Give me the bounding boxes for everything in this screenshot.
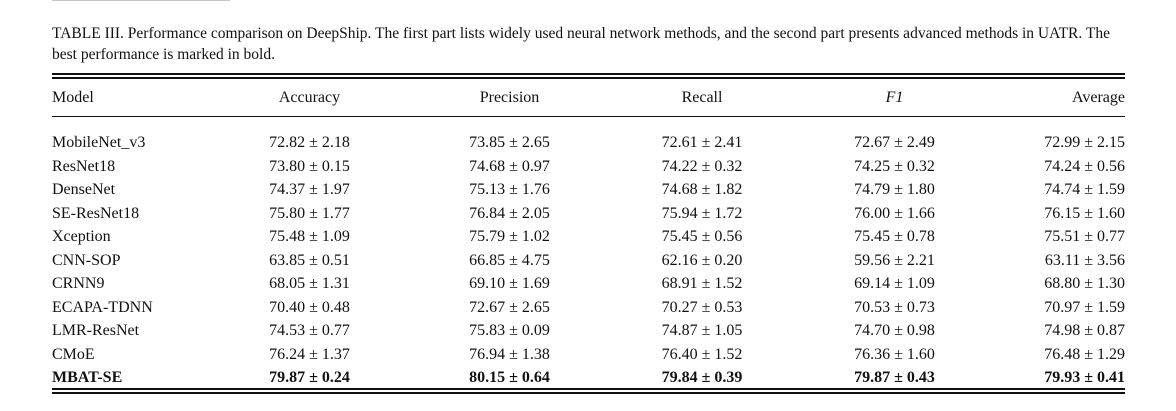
header-accuracy: Accuracy	[278, 89, 341, 106]
cell-average: 74.74 ± 1.59	[1044, 181, 1125, 198]
top-rule	[52, 73, 1125, 75]
cell-model: CMoE	[52, 345, 95, 363]
bottom-rule-inner	[52, 392, 1125, 394]
cell-model: MBAT-SE	[52, 369, 123, 386]
cell-f1: 74.79 ± 1.80	[854, 181, 935, 198]
cell-precision: 73.85 ± 2.65	[469, 134, 550, 151]
cell-average: 70.97 ± 1.59	[1044, 298, 1125, 316]
cell-f1: 74.25 ± 0.32	[854, 157, 935, 175]
table-row: SE-ResNet18 75.80 ± 1.77 76.84 ± 2.05 75…	[52, 202, 1125, 226]
header-model: Model	[52, 89, 94, 106]
cell-average: 74.24 ± 0.56	[1044, 157, 1125, 175]
cell-precision: 75.79 ± 1.02	[469, 228, 550, 245]
table-row: Xception 75.48 ± 1.09 75.79 ± 1.02 75.45…	[52, 225, 1125, 249]
cell-model: ResNet18	[52, 157, 116, 175]
table-row: CNN-SOP 63.85 ± 0.51 66.85 ± 4.75 62.16 …	[52, 249, 1125, 273]
cell-precision: 80.15 ± 0.64	[469, 369, 550, 386]
table-row: MobileNet_v3 72.82 ± 2.18 73.85 ± 2.65 7…	[52, 131, 1125, 155]
cell-precision: 69.10 ± 1.69	[469, 275, 550, 292]
cell-precision: 76.94 ± 1.38	[469, 345, 550, 363]
cell-model: SE-ResNet18	[52, 204, 140, 222]
cell-average: 76.48 ± 1.29	[1044, 345, 1125, 363]
cell-f1: 76.36 ± 1.60	[854, 345, 935, 363]
table-row: CRNN9 68.05 ± 1.31 69.10 ± 1.69 68.91 ± …	[52, 272, 1125, 296]
header-recall: Recall	[681, 89, 723, 106]
cell-accuracy: 63.85 ± 0.51	[269, 251, 350, 269]
cell-accuracy: 76.24 ± 1.37	[269, 345, 350, 363]
cell-model: DenseNet	[52, 181, 116, 198]
cell-f1: 70.53 ± 0.73	[854, 298, 935, 316]
cell-average: 79.93 ± 0.41	[1044, 369, 1125, 386]
cell-accuracy: 70.40 ± 0.48	[269, 298, 350, 316]
cell-accuracy: 74.37 ± 1.97	[269, 181, 350, 198]
cell-average: 72.99 ± 2.15	[1044, 134, 1125, 151]
header-f1: F1	[885, 89, 904, 106]
cell-model: Xception	[52, 228, 111, 245]
cell-recall: 75.45 ± 0.56	[661, 228, 743, 245]
table-row: ResNet18 73.80 ± 0.15 74.68 ± 0.97 74.22…	[52, 155, 1125, 179]
cell-recall: 72.61 ± 2.41	[661, 134, 743, 151]
cell-f1: 69.14 ± 1.09	[854, 275, 935, 292]
cell-model: LMR-ResNet	[52, 322, 140, 339]
cell-accuracy: 72.82 ± 2.18	[269, 134, 350, 151]
cell-accuracy: 74.53 ± 0.77	[269, 322, 350, 339]
header-row: Model Accuracy Precision Recall F1 Avera…	[52, 85, 1125, 111]
cell-f1: 59.56 ± 2.21	[854, 251, 935, 269]
cell-f1: 75.45 ± 0.78	[854, 228, 935, 245]
cell-recall: 70.27 ± 0.53	[661, 298, 743, 316]
top-divider	[52, 0, 230, 1]
cell-accuracy: 75.48 ± 1.09	[269, 228, 350, 245]
header-precision: Precision	[479, 89, 540, 106]
cell-precision: 66.85 ± 4.75	[469, 251, 550, 269]
cell-f1: 72.67 ± 2.49	[854, 134, 935, 151]
table-row: ECAPA-TDNN 70.40 ± 0.48 72.67 ± 2.65 70.…	[52, 296, 1125, 320]
cell-recall: 74.22 ± 0.32	[661, 157, 743, 175]
cell-model: MobileNet_v3	[52, 134, 146, 151]
table-caption: TABLE III. Performance comparison on Dee…	[52, 25, 1110, 63]
cell-model: CRNN9	[52, 275, 105, 292]
cell-model: ECAPA-TDNN	[52, 298, 153, 316]
cell-recall: 74.68 ± 1.82	[661, 181, 743, 198]
cell-recall: 68.91 ± 1.52	[661, 275, 743, 292]
header-average: Average	[1072, 89, 1125, 106]
cell-accuracy: 73.80 ± 0.15	[269, 157, 350, 175]
cell-f1: 74.70 ± 0.98	[854, 322, 935, 339]
cell-accuracy: 79.87 ± 0.24	[269, 369, 350, 386]
cell-precision: 76.84 ± 2.05	[469, 204, 550, 222]
table-row: DenseNet 74.37 ± 1.97 75.13 ± 1.76 74.68…	[52, 178, 1125, 202]
table-row: LMR-ResNet 74.53 ± 0.77 75.83 ± 0.09 74.…	[52, 319, 1125, 343]
cell-model: CNN-SOP	[52, 251, 121, 269]
cell-f1: 79.87 ± 0.43	[854, 369, 935, 386]
cell-accuracy: 75.80 ± 1.77	[269, 204, 350, 222]
header-rule	[52, 116, 1125, 117]
cell-average: 68.80 ± 1.30	[1044, 275, 1125, 292]
top-rule-inner	[52, 77, 1125, 79]
cell-precision: 75.83 ± 0.09	[469, 322, 550, 339]
cell-average: 74.98 ± 0.87	[1044, 322, 1125, 339]
table-row-best: MBAT-SE 79.87 ± 0.24 80.15 ± 0.64 79.84 …	[52, 366, 1125, 390]
cell-average: 76.15 ± 1.60	[1044, 204, 1125, 222]
cell-f1: 76.00 ± 1.66	[854, 204, 935, 222]
cell-average: 63.11 ± 3.56	[1044, 251, 1125, 269]
cell-recall: 76.40 ± 1.52	[661, 345, 743, 363]
cell-recall: 74.87 ± 1.05	[661, 322, 743, 339]
cell-recall: 62.16 ± 0.20	[661, 251, 743, 269]
cell-recall: 79.84 ± 0.39	[661, 369, 743, 386]
bottom-rule	[52, 388, 1125, 390]
cell-accuracy: 68.05 ± 1.31	[269, 275, 350, 292]
cell-precision: 74.68 ± 0.97	[469, 157, 550, 175]
cell-average: 75.51 ± 0.77	[1044, 228, 1125, 245]
cell-precision: 72.67 ± 2.65	[469, 298, 550, 316]
performance-table: Model Accuracy Precision Recall F1 Avera…	[52, 85, 1125, 390]
table-row: CMoE 76.24 ± 1.37 76.94 ± 1.38 76.40 ± 1…	[52, 343, 1125, 367]
cell-recall: 75.94 ± 1.72	[661, 204, 743, 222]
cell-precision: 75.13 ± 1.76	[469, 181, 550, 198]
